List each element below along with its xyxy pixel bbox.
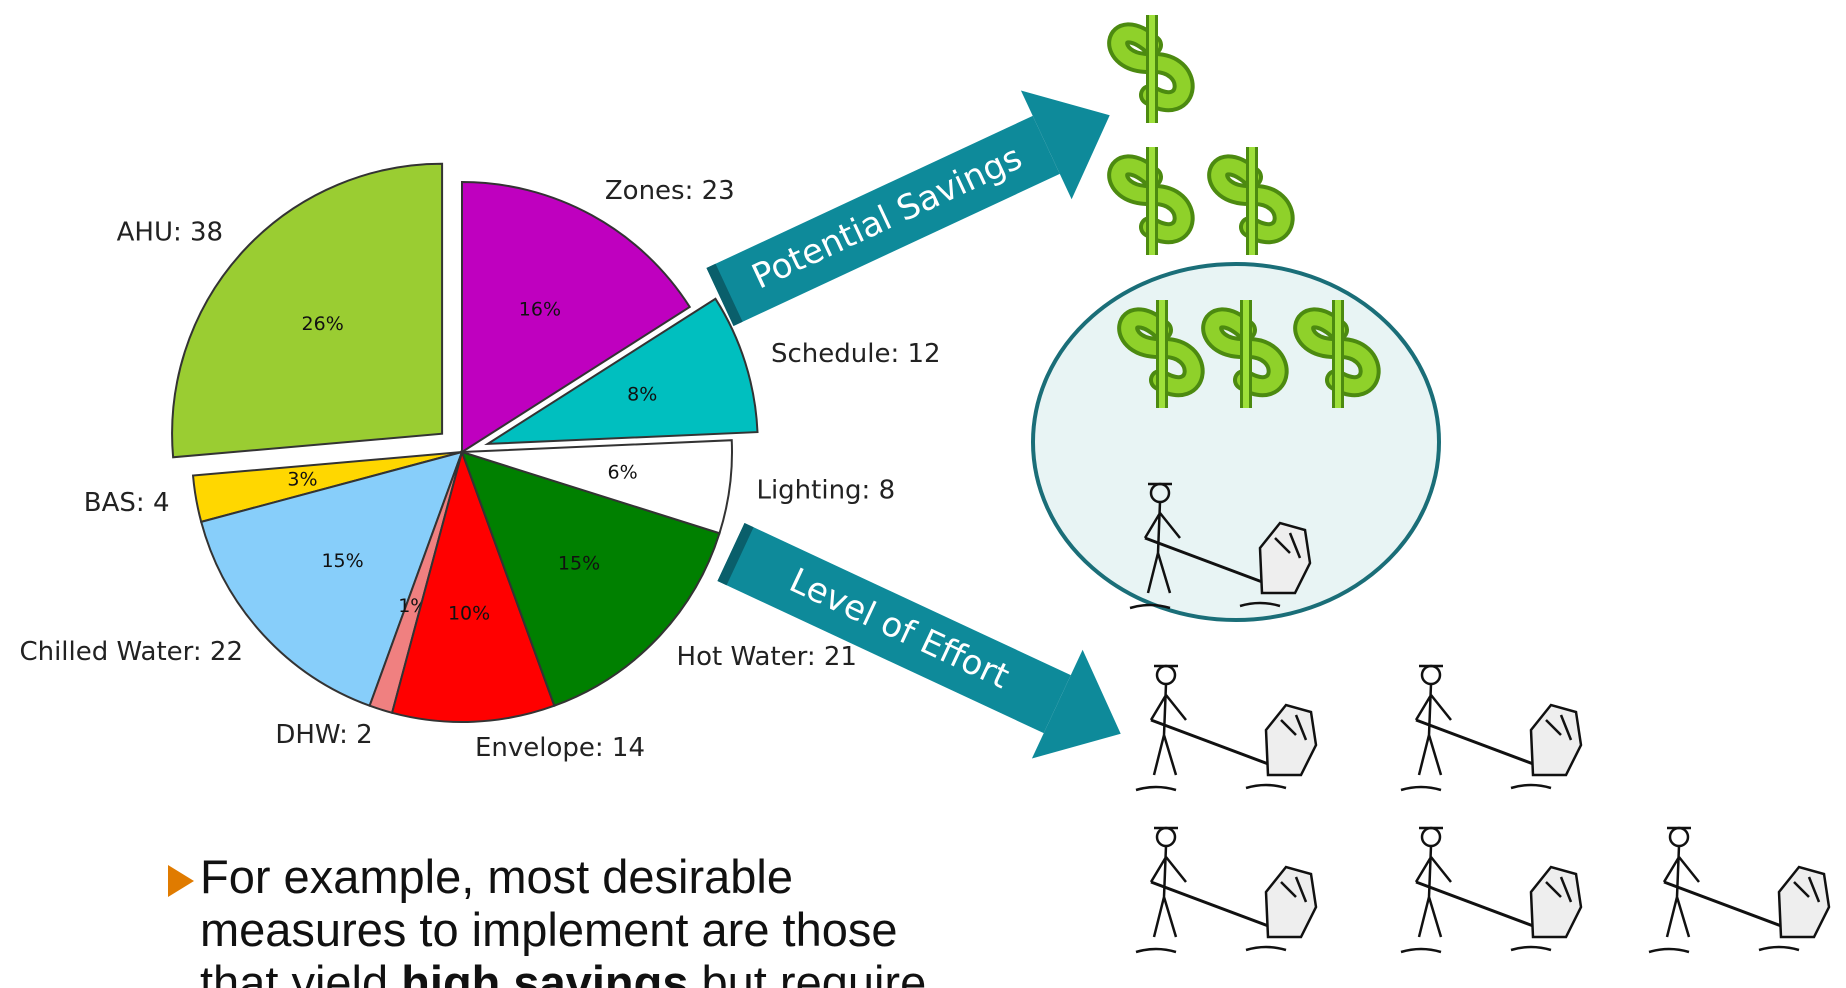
slice-label: AHU: 38	[117, 218, 223, 248]
slice-label: Hot Water: 21	[677, 642, 857, 672]
pie-slice	[390, 448, 556, 723]
pie-slice	[171, 162, 444, 459]
pie-slice	[199, 450, 464, 707]
bold-text: high savings	[401, 956, 689, 988]
slice-label: Envelope: 14	[475, 733, 645, 763]
slice-label: Zones: 23	[605, 176, 735, 206]
percent-label: 6%	[608, 462, 638, 484]
arrow-label: Potential Savings	[746, 138, 1028, 298]
bullet-line: For example, most desirable	[200, 850, 793, 903]
percent-label: 3%	[287, 469, 317, 491]
pie-chart: AHU: 38 26% BAS: 4 3% Chilled Water: 22 15% DH…	[19, 162, 941, 763]
bullet-line: measures to implement are those	[200, 903, 898, 956]
slice-label: DHW: 2	[275, 720, 372, 750]
slice-label: BAS: 4	[84, 488, 170, 518]
bullet-text: For example, most desirable measures to …	[200, 850, 926, 988]
pie-slice	[460, 450, 721, 707]
bullet-marker	[168, 865, 194, 897]
percent-label: 15%	[321, 550, 363, 572]
pie-slice	[461, 180, 692, 454]
slice-label: Chilled Water: 22	[19, 637, 243, 667]
percent-label: 16%	[519, 298, 561, 320]
percent-label: 8%	[627, 384, 657, 406]
dollar-icons	[1118, 15, 1370, 408]
pie-slice	[461, 439, 733, 535]
percent-label: 10%	[448, 602, 490, 624]
text: that yield	[200, 956, 402, 988]
percent-label: 15%	[558, 553, 600, 575]
text: but require	[688, 956, 927, 988]
bullet-line: that yield high savings but require	[200, 956, 926, 988]
percent-label: 26%	[302, 313, 344, 335]
slice-label: Schedule: 12	[771, 339, 941, 369]
pie-slice	[484, 297, 759, 446]
savings-arrow: Potential Savings	[706, 90, 1110, 327]
arrow-label: Level of Effort	[783, 561, 1015, 697]
slice-label: Lighting: 8	[756, 475, 895, 505]
